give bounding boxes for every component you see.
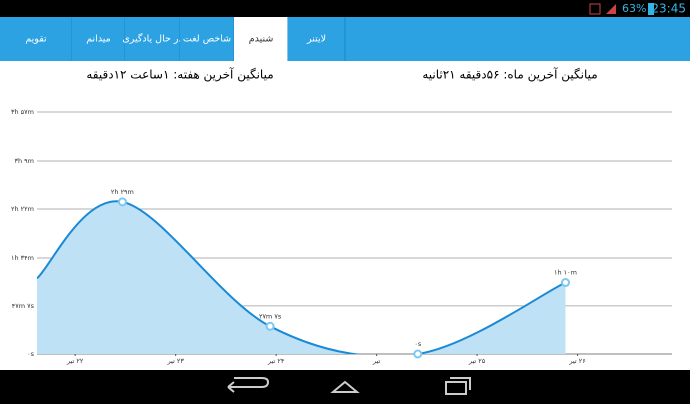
tab-label[interactable]: شنیدم xyxy=(249,34,274,45)
x-tick-label: ۲۵ تیر xyxy=(468,357,486,365)
battery-icon xyxy=(648,3,654,15)
signal-icon xyxy=(606,4,616,14)
y-tick-label: ۴۷m ۷s xyxy=(12,302,35,310)
sync-icon xyxy=(589,3,601,15)
tab-label[interactable]: میدانم xyxy=(86,34,111,45)
y-tick-label: ۳h ۹m xyxy=(15,157,35,165)
point xyxy=(560,278,570,288)
tab[interactable] xyxy=(0,17,72,61)
point xyxy=(413,349,423,359)
y-tick-label: ۰s xyxy=(27,350,34,358)
point xyxy=(117,197,127,207)
tab[interactable] xyxy=(125,17,180,61)
week-average: میانگین آخرین هفته: ۱ساعت ۱۲دقیقه xyxy=(86,67,273,83)
tab-label[interactable]: تقویم xyxy=(25,34,47,45)
y-tick-label: ۱h ۳۴m xyxy=(11,254,34,262)
x-tick-label: ۲۶ تیر xyxy=(568,357,585,365)
point xyxy=(265,321,275,331)
home-button[interactable] xyxy=(330,380,360,393)
y-tick-label: ۲h ۲۲m xyxy=(11,205,34,213)
area xyxy=(37,201,566,354)
value-label: ۲h ۲۹m xyxy=(111,188,134,196)
tab[interactable] xyxy=(72,17,125,61)
y-tick-label: ۳h ۵۷m xyxy=(11,108,34,116)
tab-label[interactable]: لایتنر xyxy=(306,34,326,45)
tab-label[interactable]: شاخص لغت xyxy=(183,34,231,45)
tab-label[interactable]: در حال یادگیری xyxy=(122,33,182,45)
x-tick-label: ۲۴ تیر xyxy=(267,357,285,365)
x-tick-label: ۲۳ تیر xyxy=(166,357,184,365)
tab[interactable] xyxy=(234,17,288,61)
value-label: ۱h ۱۰m xyxy=(554,269,577,277)
x-tick-label: تیر xyxy=(372,357,381,365)
month-average: میانگین آخرین ماه: ۵۶دقیقه ۲۱ثانیه xyxy=(422,67,597,83)
tab[interactable] xyxy=(180,17,234,61)
tab[interactable] xyxy=(288,17,345,61)
back-button[interactable] xyxy=(227,377,270,393)
status-bar xyxy=(0,0,690,17)
value-label: ۰s xyxy=(414,340,421,348)
nav-bar xyxy=(0,370,690,404)
clock: 23:45 xyxy=(651,2,686,16)
recents-button[interactable] xyxy=(445,377,471,395)
x-tick-label: ۲۲ تیر xyxy=(66,357,84,365)
battery-percent: 63% xyxy=(622,2,646,15)
value-label: ۲۷m ۷s xyxy=(259,312,282,320)
